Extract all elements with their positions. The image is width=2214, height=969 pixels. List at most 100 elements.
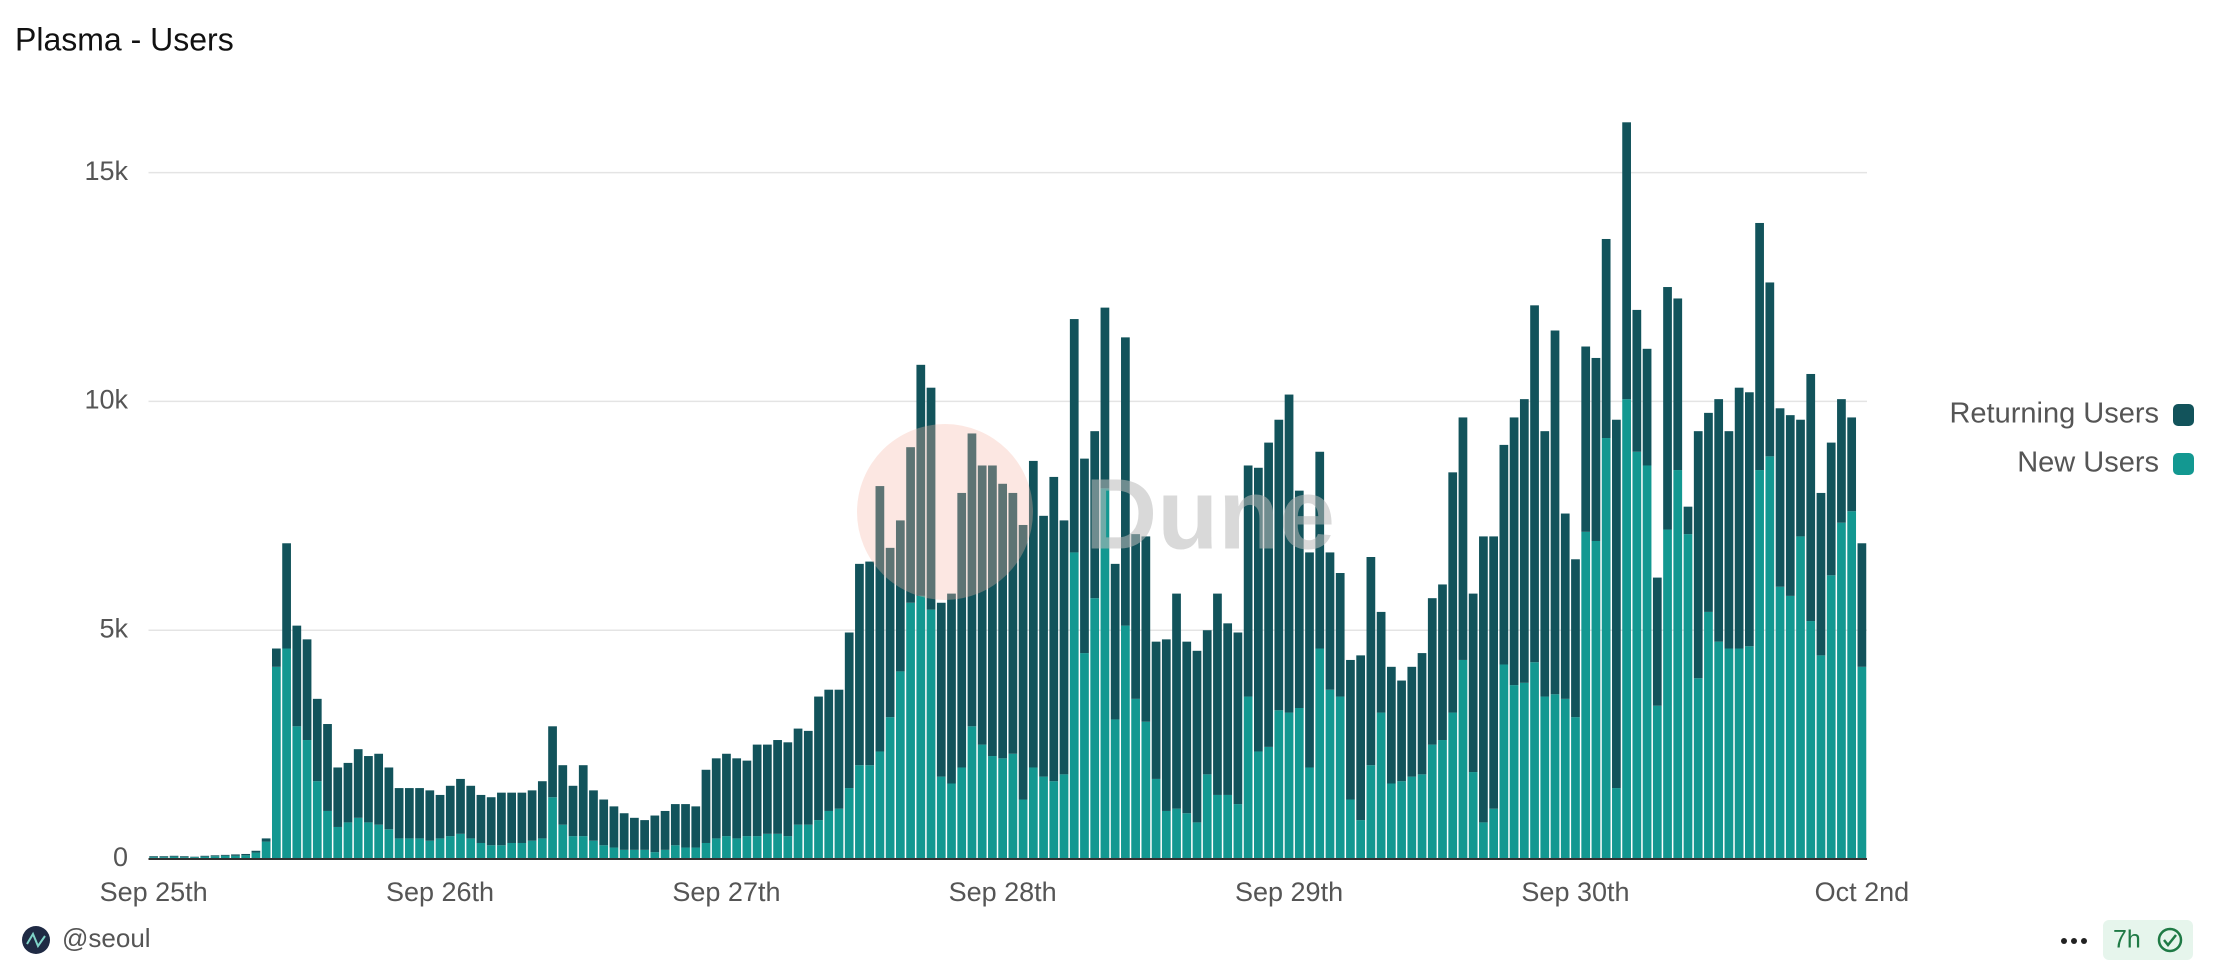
- bar-segment: [1039, 776, 1048, 859]
- bar-segment: [415, 788, 424, 839]
- bar-segment: [302, 639, 312, 741]
- bar-segment: [1642, 348, 1652, 466]
- x-tick-label: Sep 26th: [386, 877, 494, 907]
- bar-segment: [1059, 774, 1069, 859]
- more-menu[interactable]: [2061, 938, 2087, 944]
- bar-segment: [231, 854, 240, 856]
- x-tick-label: Sep 25th: [100, 877, 208, 907]
- bar-segment: [425, 840, 435, 859]
- bar-segment: [1826, 442, 1836, 576]
- bar-segment: [558, 765, 568, 825]
- bar-segment: [967, 726, 977, 859]
- bar-segment: [1202, 774, 1212, 859]
- bar-segment: [333, 767, 343, 827]
- bar-segment: [1264, 442, 1273, 747]
- bar-segment: [1100, 488, 1110, 859]
- bar-segment: [660, 810, 670, 850]
- bar-segment: [1663, 529, 1672, 859]
- bar-segment: [742, 836, 752, 859]
- bar-segment: [1479, 822, 1488, 859]
- bar-segment: [1121, 337, 1130, 626]
- bar-segment: [1151, 641, 1161, 779]
- bar-segment: [1765, 282, 1775, 457]
- x-tick-label: Sep 28th: [949, 877, 1057, 907]
- footer-age: 7h: [2113, 926, 2141, 954]
- bar-segment: [497, 845, 506, 859]
- bar-segment: [855, 765, 864, 859]
- bar-segment: [1489, 536, 1498, 809]
- bar-segment: [1755, 470, 1764, 859]
- bar-segment: [272, 666, 281, 859]
- bar-segment: [1591, 357, 1601, 541]
- bar-segment: [394, 788, 404, 839]
- bar-segment: [1417, 653, 1427, 775]
- bar-segment: [1438, 584, 1447, 741]
- bar-segment: [1612, 788, 1621, 859]
- y-tick-label: 0: [113, 842, 128, 872]
- bar-segment: [691, 806, 701, 848]
- bar-segment: [476, 794, 486, 843]
- bar-segment: [1673, 470, 1683, 859]
- bar-segment: [1080, 458, 1089, 654]
- bar-segment: [1376, 712, 1386, 859]
- bar-segment: [159, 856, 169, 858]
- bar-segment: [1254, 467, 1263, 752]
- bar-segment: [374, 824, 384, 859]
- bar-segment: [1560, 513, 1570, 699]
- bar-segment: [1069, 319, 1079, 553]
- bar-segment: [599, 799, 609, 846]
- bar-segment: [1110, 719, 1120, 859]
- bar-segment: [834, 808, 844, 859]
- bar-segment: [1601, 438, 1611, 859]
- bar-segment: [742, 760, 752, 837]
- bar-segment: [916, 595, 926, 859]
- bar-segment: [1110, 563, 1120, 720]
- bar-segment: [517, 842, 527, 859]
- bar-segment: [1366, 557, 1376, 766]
- bar-segment: [1796, 419, 1805, 537]
- bar-segment: [752, 836, 762, 859]
- dot: [2061, 938, 2067, 944]
- bar-segment: [1069, 552, 1079, 859]
- bar-segment: [507, 842, 516, 859]
- footer-user[interactable]: @seoul: [62, 923, 151, 953]
- bar-segment: [435, 794, 445, 839]
- bar-segment: [926, 387, 936, 610]
- bar-segment: [394, 838, 404, 859]
- bar-segment: [1346, 659, 1355, 800]
- y-tick-label: 10k: [84, 385, 128, 415]
- bar-segment: [773, 740, 782, 834]
- bar-segment: [1448, 712, 1458, 859]
- bar-segment: [1417, 774, 1427, 859]
- bar-segment: [466, 838, 476, 859]
- bar-segment: [1182, 641, 1192, 814]
- bar-segment: [998, 483, 1007, 759]
- bar-segment: [302, 740, 312, 859]
- bar-segment: [292, 625, 302, 727]
- bar-segment: [1663, 287, 1672, 530]
- bar-segment: [517, 792, 527, 843]
- bar-segment: [1039, 515, 1048, 777]
- bar-segment: [1335, 573, 1345, 697]
- bar-segment: [803, 730, 813, 825]
- bar-segment: [1151, 778, 1161, 859]
- bar-segment: [783, 742, 793, 837]
- bar-segment: [895, 520, 905, 672]
- bar-segment: [1448, 472, 1458, 713]
- axes: 0 5k 10k 15k Sep 25th Sep 26th Sep 27th Sep 28t…: [84, 156, 1909, 907]
- bar-segment: [272, 648, 281, 667]
- bar-segment: [425, 790, 435, 841]
- bar-segment: [486, 797, 496, 846]
- bar-segment: [200, 856, 210, 859]
- bar-segment: [1560, 698, 1570, 859]
- bar-segment: [1346, 799, 1355, 859]
- chart-title: Plasma - Users: [15, 21, 234, 57]
- bar-segment: [1755, 222, 1764, 471]
- bar-segment: [875, 486, 885, 752]
- bar-segment: [630, 849, 639, 859]
- watermark-text: Dune: [1085, 458, 1335, 570]
- bar-segment: [1243, 696, 1253, 859]
- bar-segment: [323, 810, 332, 859]
- bar-segment: [701, 842, 711, 859]
- bar-segment: [1018, 799, 1028, 859]
